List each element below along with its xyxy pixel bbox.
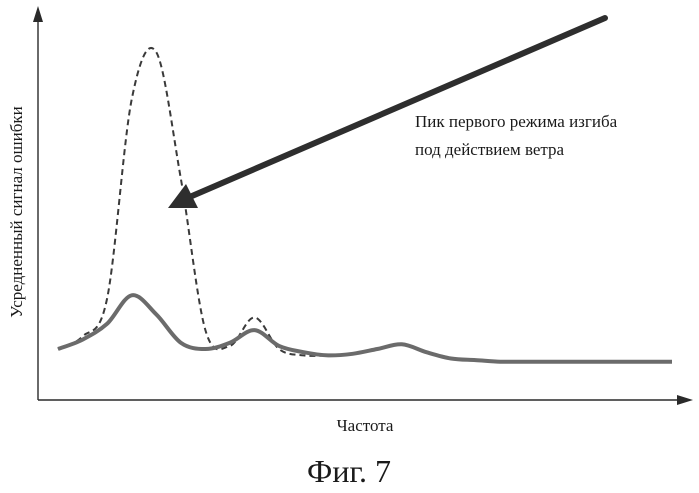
- dashed-series-line: [58, 48, 672, 362]
- curves-layer: [58, 48, 672, 362]
- annotation-arrow-shaft: [192, 18, 605, 196]
- solid-series-line: [58, 295, 672, 362]
- axes: [33, 6, 693, 405]
- figure-caption: Фиг. 7: [307, 453, 391, 489]
- annotation-text-line-2: под действием ветра: [415, 140, 565, 159]
- annotation-text-line-1: Пик первого режима изгиба: [415, 112, 618, 131]
- y-axis-arrowhead: [33, 6, 43, 22]
- y-axis-label: Усредненный сигнал ошибки: [7, 106, 26, 317]
- x-axis-label: Частота: [337, 416, 394, 435]
- x-axis-arrowhead: [677, 395, 693, 405]
